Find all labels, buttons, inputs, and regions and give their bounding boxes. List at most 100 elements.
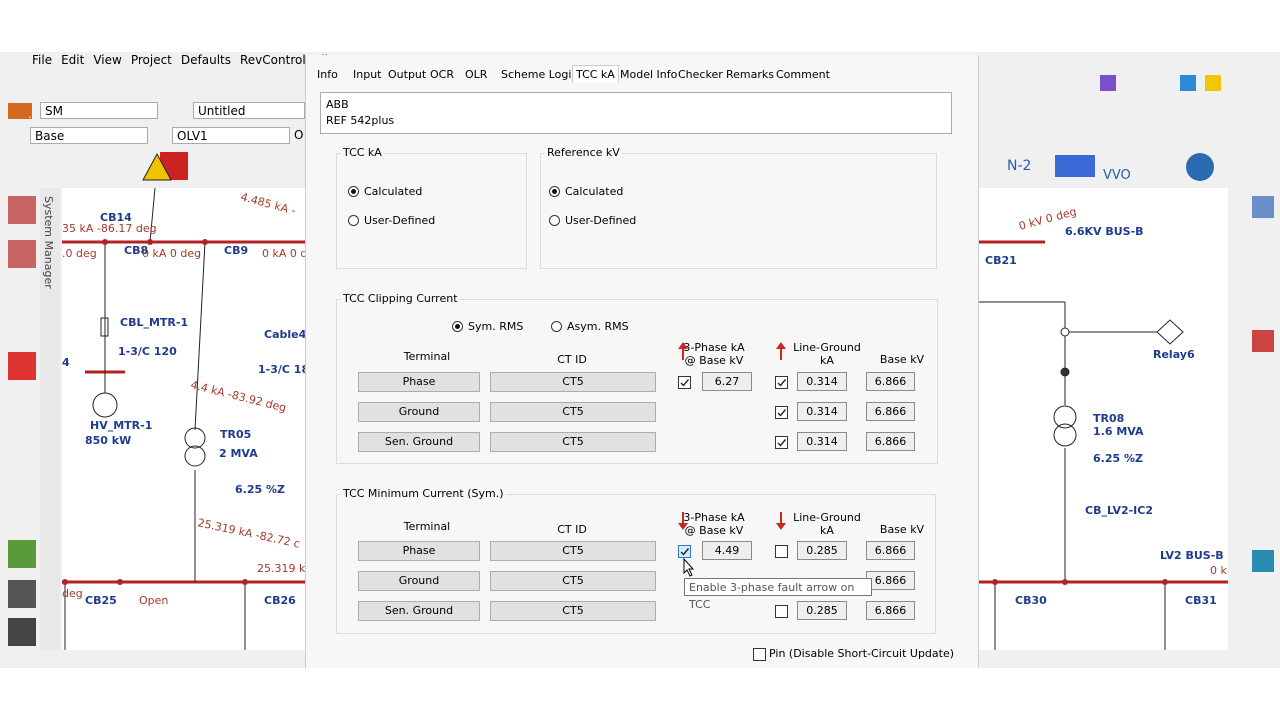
checkbox[interactable]	[775, 436, 788, 449]
ct-button[interactable]: CT5	[490, 601, 656, 621]
diagram-label[interactable]: Cable4	[264, 328, 307, 341]
radio-label[interactable]: Asym. RMS	[567, 320, 629, 333]
diagram-label[interactable]: 6.6KV BUS-B	[1065, 225, 1144, 238]
checkbox[interactable]	[775, 545, 788, 558]
diagram-label[interactable]: 0 k	[1210, 564, 1227, 577]
diagram-label[interactable]: 0 kA 0 deg	[142, 247, 201, 260]
diagram-label[interactable]: 850 kW	[85, 434, 131, 447]
terminal-button[interactable]: Phase	[358, 541, 480, 561]
tab[interactable]: Model Info	[620, 68, 678, 81]
checkbox[interactable]	[775, 406, 788, 419]
tab[interactable]: Info	[317, 68, 338, 81]
line-ground-field[interactable]: 0.314	[797, 372, 847, 391]
radio-label[interactable]: Calculated	[565, 185, 624, 198]
base-kv-field[interactable]: 6.866	[866, 402, 915, 421]
n2-button[interactable]: N-2	[1007, 158, 1032, 174]
menu-item[interactable]: File	[32, 53, 53, 67]
three-phase-field[interactable]: 4.49	[702, 541, 752, 560]
pin-label[interactable]: Pin (Disable Short-Circuit Update)	[769, 647, 955, 660]
radio-label[interactable]: User-Defined	[565, 214, 637, 227]
radio-button[interactable]	[348, 215, 359, 226]
diagram-label[interactable]: 1-3/C 185	[258, 363, 317, 376]
vvo-button[interactable]: VVO	[1103, 168, 1131, 183]
radio-label[interactable]: Calculated	[364, 185, 423, 198]
diagram-label[interactable]: CB26	[264, 594, 296, 607]
ct-button[interactable]: CT5	[490, 402, 656, 422]
diagram-label[interactable]: CB25	[85, 594, 117, 607]
diagram-label[interactable]: CB14	[100, 211, 132, 224]
diagram-label[interactable]: 6.25 %Z	[235, 483, 285, 496]
menu-item[interactable]: Defaults	[180, 53, 231, 67]
radio-button[interactable]	[452, 321, 463, 332]
terminal-button[interactable]: Phase	[358, 372, 480, 392]
checkbox[interactable]	[775, 605, 788, 618]
radio-label[interactable]: Sym. RMS	[468, 320, 524, 333]
diagram-label[interactable]: CB_LV2-IC2	[1085, 504, 1153, 517]
base-kv-field[interactable]: 6.866	[866, 601, 915, 620]
base-kv-field[interactable]: 6.866	[866, 372, 915, 391]
diagram-label[interactable]: Open	[139, 594, 168, 607]
base-kv-field[interactable]: 6.866	[866, 432, 915, 451]
tab[interactable]: Remarks	[726, 68, 774, 81]
radio-button[interactable]	[348, 186, 359, 197]
checkbox[interactable]	[775, 376, 788, 389]
line-ground-field[interactable]: 0.285	[797, 541, 847, 560]
base-kv-field[interactable]: 6.866	[866, 571, 915, 590]
config-combo[interactable]: OLV1	[172, 127, 290, 144]
ct-button[interactable]: CT5	[490, 541, 656, 561]
diagram-label[interactable]: Relay6	[1153, 348, 1195, 361]
line-ground-field[interactable]: 0.314	[797, 432, 847, 451]
diagram-label[interactable]: 1-3/C 120	[118, 345, 177, 358]
menu-item[interactable]: Edit	[61, 53, 85, 67]
study-combo[interactable]: Untitled	[193, 102, 305, 119]
diagram-label[interactable]: 1.6 MVA	[1093, 425, 1144, 438]
diagram-label[interactable]: 25.319 kA	[257, 562, 313, 575]
diagram-label[interactable]: 6.25 %Z	[1093, 452, 1143, 465]
revision-combo[interactable]: Base	[30, 127, 148, 144]
three-phase-field[interactable]: 6.27	[702, 372, 752, 391]
diagram-label[interactable]: CB21	[985, 254, 1017, 267]
diagram-label[interactable]: LV2 BUS-B	[1160, 549, 1224, 562]
radio-label[interactable]: User-Defined	[364, 214, 436, 227]
pin-checkbox[interactable]	[753, 648, 766, 661]
system-manager-tab[interactable]: System Manager	[42, 196, 55, 289]
base-kv-field[interactable]: 6.866	[866, 541, 915, 560]
diagram-label[interactable]: TR08	[1093, 412, 1124, 425]
diagram-label[interactable]: 4	[62, 356, 70, 369]
terminal-button[interactable]: Ground	[358, 402, 480, 422]
terminal-button[interactable]: Sen. Ground	[358, 432, 480, 452]
diagram-label[interactable]: 35 kA -86.17 deg	[62, 222, 157, 235]
diagram-label[interactable]: CBL_MTR-1	[120, 316, 188, 329]
radio-button[interactable]	[549, 215, 560, 226]
diagram-label[interactable]: CB31	[1185, 594, 1217, 607]
tab[interactable]: Checker	[678, 68, 723, 81]
checkbox[interactable]	[678, 545, 691, 558]
tab[interactable]: TCC kA	[572, 65, 619, 83]
checkbox[interactable]	[678, 376, 691, 389]
diagram-label[interactable]: CB9	[224, 244, 248, 257]
line-ground-field[interactable]: 0.285	[797, 601, 847, 620]
diagram-label[interactable]: .0 deg	[62, 247, 97, 260]
menu-item[interactable]: RevControl	[240, 53, 306, 67]
terminal-button[interactable]: Sen. Ground	[358, 601, 480, 621]
tab[interactable]: Comment	[776, 68, 830, 81]
diagram-label[interactable]: CB8	[124, 244, 148, 257]
terminal-button[interactable]: Ground	[358, 571, 480, 591]
radio-button[interactable]	[551, 321, 562, 332]
diagram-label[interactable]: 2 MVA	[219, 447, 258, 460]
diagram-label[interactable]: CB30	[1015, 594, 1047, 607]
preset-combo[interactable]: SM	[40, 102, 158, 119]
ct-button[interactable]: CT5	[490, 571, 656, 591]
tab[interactable]: Input	[353, 68, 382, 81]
menu-item[interactable]: Project	[130, 53, 172, 67]
menu-item[interactable]: View	[93, 53, 122, 67]
tab[interactable]: OLR	[465, 68, 488, 81]
ct-button[interactable]: CT5	[490, 432, 656, 452]
radio-button[interactable]	[549, 186, 560, 197]
line-ground-field[interactable]: 0.314	[797, 402, 847, 421]
diagram-label[interactable]: HV_MTR-1	[90, 419, 152, 432]
diagram-label[interactable]: deg	[62, 587, 83, 600]
tab[interactable]: OCR	[430, 68, 454, 81]
tab[interactable]: Output	[388, 68, 427, 81]
tab[interactable]: Scheme Logic	[501, 68, 578, 81]
